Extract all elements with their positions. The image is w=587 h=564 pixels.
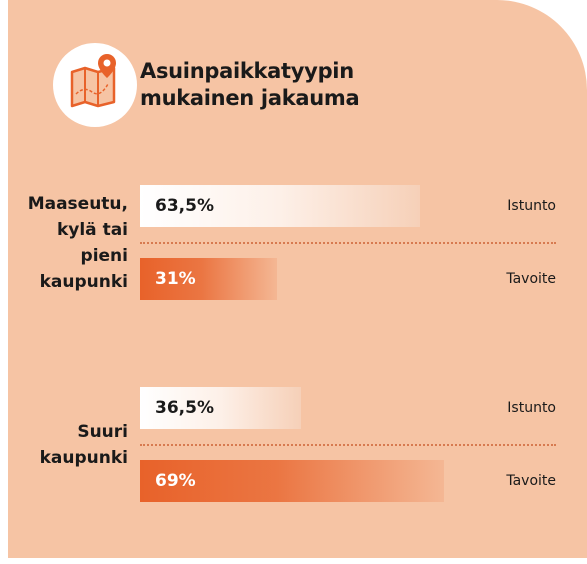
chart-title: Asuinpaikkatyypin mukainen jakauma [140, 59, 360, 110]
value-label: 63,5% [155, 196, 214, 216]
value-label: 31% [155, 269, 196, 289]
bar [140, 258, 277, 300]
map-icon [53, 43, 137, 127]
bar [140, 387, 301, 429]
series-label: Tavoite [506, 473, 556, 489]
value-label: 36,5% [155, 398, 214, 418]
category-label: Suuri kaupunki [39, 421, 128, 468]
value-label: 69% [155, 471, 196, 491]
separator [140, 443, 556, 446]
bar [140, 460, 445, 502]
series-label: Istunto [507, 198, 556, 214]
bar [140, 185, 421, 227]
series-label: Istunto [507, 400, 556, 416]
separator [140, 241, 556, 244]
series-label: Tavoite [506, 271, 556, 287]
category-label: Maaseutu, kylä tai pieni kaupunki [27, 193, 128, 292]
